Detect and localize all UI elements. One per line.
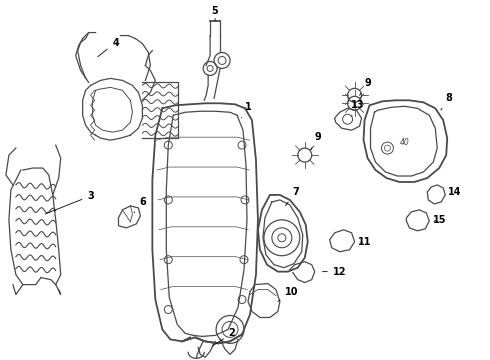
Text: 14: 14 [447,187,461,197]
Text: 1: 1 [242,102,251,118]
Text: 6: 6 [134,197,146,213]
Text: 8: 8 [441,93,453,110]
Text: 5: 5 [212,6,219,21]
Text: 12: 12 [322,267,346,276]
Text: 11: 11 [358,237,371,247]
Text: 9: 9 [360,78,371,95]
Text: 2: 2 [213,328,235,346]
Text: 13: 13 [351,100,364,116]
Text: 7: 7 [286,187,299,206]
Text: 10: 10 [278,287,298,302]
Text: 40: 40 [399,138,409,147]
Text: 3: 3 [46,191,94,214]
Text: 9: 9 [311,132,321,150]
Text: 4: 4 [98,37,119,57]
Text: 15: 15 [433,215,446,225]
